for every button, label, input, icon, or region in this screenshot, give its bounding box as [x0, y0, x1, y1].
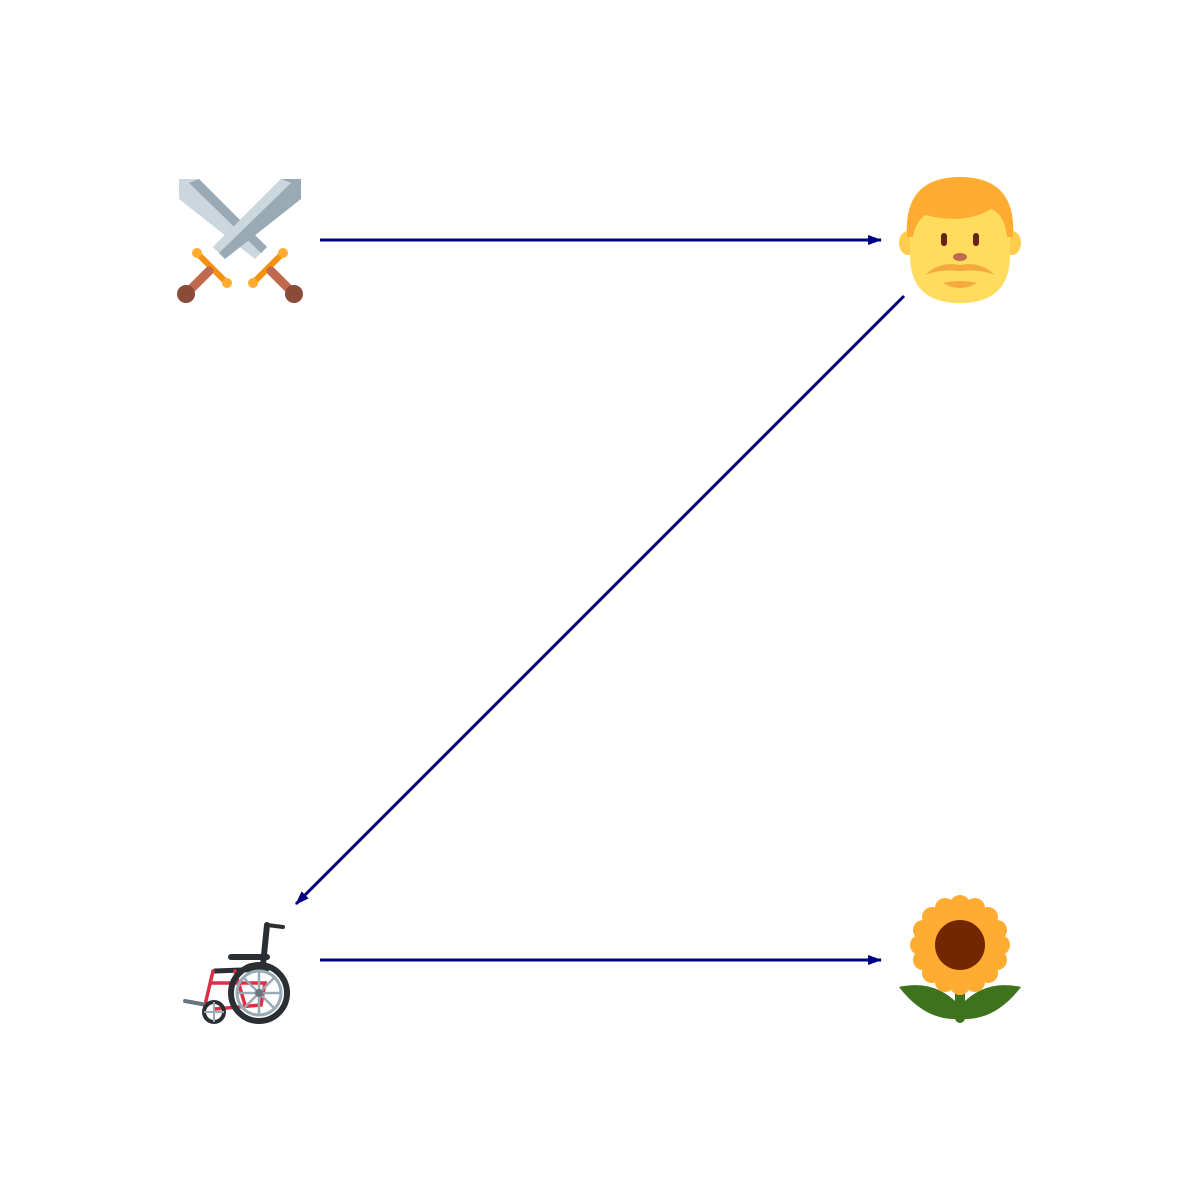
sunflower-icon [895, 895, 1025, 1025]
edge-man-to-wheelchair [294, 294, 906, 906]
man-face-icon [895, 175, 1025, 305]
manual-wheelchair-icon [175, 895, 305, 1025]
crossed-swords-icon [175, 175, 305, 305]
